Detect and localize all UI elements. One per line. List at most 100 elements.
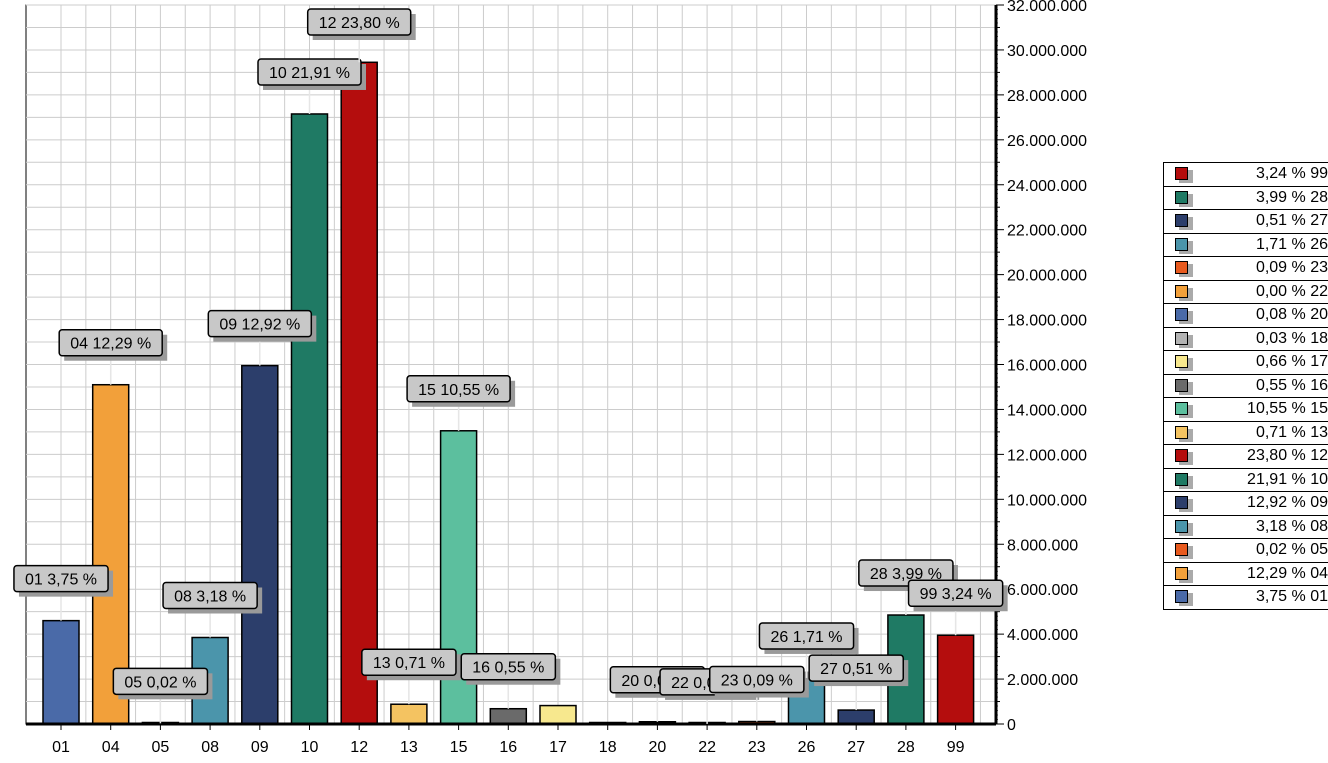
data-label-text: 28 3,99 % bbox=[870, 566, 942, 583]
data-label-box bbox=[361, 648, 457, 676]
legend-swatch bbox=[1175, 308, 1188, 321]
legend-swatch bbox=[1175, 472, 1188, 486]
legend-entry: 12,29 % 04 bbox=[1164, 563, 1328, 586]
data-label-13: 13 0,71 % bbox=[361, 648, 461, 705]
legend-entry: 21,91 % 10 bbox=[1164, 469, 1328, 492]
bar-99 bbox=[936, 634, 975, 725]
bar-10 bbox=[290, 113, 329, 725]
bar-16 bbox=[489, 707, 528, 725]
data-label-09: 09 12,92 % bbox=[207, 309, 317, 366]
data-label-99: 99 3,24 % bbox=[907, 579, 1008, 636]
legend-label: 0,08 % 20 bbox=[1255, 306, 1328, 323]
bar-chart: 0 2.000.000 4.000.000 6.000.000 8.000.000 10.… bbox=[13, 0, 1087, 756]
legend-entry: 0,09 % 23 bbox=[1164, 257, 1328, 281]
legend-label: 0,66 % 17 bbox=[1255, 353, 1328, 370]
bar-09 bbox=[241, 364, 279, 725]
legend-entry: 0,03 % 18 bbox=[1164, 328, 1328, 351]
y-tick-label: 0 bbox=[1007, 717, 1016, 734]
data-label-23: 23 0,09 % bbox=[709, 665, 809, 722]
x-tick-label: 22 bbox=[698, 739, 716, 756]
y-tick-label: 26.000.000 bbox=[1007, 133, 1087, 150]
legend-label: 3,75 % 01 bbox=[1255, 588, 1328, 605]
data-label-text: 13 0,71 % bbox=[373, 655, 445, 672]
x-tick-label: 09 bbox=[251, 739, 269, 756]
legend-entry: 0,51 % 27 bbox=[1164, 210, 1328, 234]
data-label-26: 26 1,71 % bbox=[758, 622, 859, 678]
data-label-27: 27 0,51 % bbox=[808, 654, 909, 711]
bar-12 bbox=[340, 61, 378, 725]
legend-entry: 3,75 % 01 bbox=[1164, 586, 1328, 609]
y-tick-label: 28.000.000 bbox=[1007, 88, 1087, 105]
y-tick-label: 24.000.000 bbox=[1007, 178, 1087, 195]
legend-label: 0,55 % 16 bbox=[1255, 376, 1328, 394]
data-label-12: 12 23,80 % bbox=[306, 8, 416, 63]
x-tick-label: 26 bbox=[798, 739, 816, 756]
data-label-text: 04 12,29 % bbox=[70, 336, 151, 353]
data-label-text: 08 3,18 % bbox=[174, 588, 246, 605]
data-label-box bbox=[306, 8, 412, 36]
legend-swatch bbox=[1175, 496, 1188, 509]
legend-entry: 0,08 % 20 bbox=[1164, 304, 1328, 328]
data-label-text: 05 0,02 % bbox=[124, 674, 196, 691]
data-label-box bbox=[907, 579, 1004, 607]
x-tick-label: 18 bbox=[599, 739, 617, 756]
legend-swatch bbox=[1175, 331, 1188, 345]
legend-label: 12,29 % 04 bbox=[1247, 564, 1328, 582]
legend-label: 3,99 % 28 bbox=[1255, 188, 1328, 206]
legend-swatch bbox=[1175, 378, 1188, 392]
legend-label: 1,71 % 26 bbox=[1255, 235, 1328, 253]
legend-swatch bbox=[1175, 590, 1188, 603]
x-tick-label: 08 bbox=[201, 739, 219, 756]
legend-entry: 0,55 % 16 bbox=[1164, 375, 1328, 398]
x-tick-label: 17 bbox=[549, 739, 567, 756]
legend-label: 3,24 % 99 bbox=[1255, 165, 1328, 182]
legend-swatch bbox=[1175, 237, 1188, 251]
legend-label: 3,18 % 08 bbox=[1255, 517, 1328, 535]
legend-swatch bbox=[1175, 190, 1188, 204]
legend-label: 12,92 % 09 bbox=[1247, 494, 1328, 511]
data-label-05: 05 0,02 % bbox=[112, 667, 213, 724]
legend-label: 0,03 % 18 bbox=[1255, 329, 1328, 347]
legend-entry: 0,02 % 05 bbox=[1164, 539, 1328, 563]
y-tick-label: 22.000.000 bbox=[1007, 223, 1087, 240]
legend-label: 0,00 % 22 bbox=[1255, 282, 1328, 300]
legend-swatch bbox=[1175, 284, 1188, 298]
data-label-10: 10 21,91 % bbox=[257, 58, 366, 114]
legend-swatch bbox=[1175, 214, 1188, 227]
x-tick-label: 99 bbox=[947, 739, 965, 756]
y-tick-label: 16.000.000 bbox=[1007, 358, 1087, 375]
y-tick-label: 30.000.000 bbox=[1007, 43, 1087, 60]
legend: 3,24 % 99 3,99 % 28 0,51 % 27 1,71 % 26 0,09… bbox=[1163, 162, 1328, 610]
x-tick-label: 16 bbox=[499, 739, 517, 756]
legend-label: 0,71 % 13 bbox=[1255, 423, 1328, 441]
y-tick-label: 32.000.000 bbox=[1007, 0, 1087, 15]
bar-27 bbox=[837, 709, 875, 725]
legend-entry: 3,18 % 08 bbox=[1164, 516, 1328, 539]
data-label-box bbox=[207, 309, 313, 338]
y-tick-label: 12.000.000 bbox=[1007, 447, 1087, 464]
data-label-box bbox=[406, 375, 511, 403]
grid bbox=[25, 4, 997, 725]
legend-entry: 12,92 % 09 bbox=[1164, 492, 1328, 516]
legend-entry: 3,99 % 28 bbox=[1164, 187, 1328, 210]
legend-entry: 0,71 % 13 bbox=[1164, 422, 1328, 445]
data-label-text: 15 10,55 % bbox=[418, 382, 499, 399]
legend-entry: 0,00 % 22 bbox=[1164, 281, 1328, 304]
legend-swatch bbox=[1175, 261, 1188, 274]
data-label-text: 23 0,09 % bbox=[721, 673, 793, 690]
data-label-text: 12 23,80 % bbox=[319, 15, 400, 32]
legend-entry: 23,80 % 12 bbox=[1164, 445, 1328, 469]
legend-entry: 1,71 % 26 bbox=[1164, 234, 1328, 257]
bar-17 bbox=[539, 704, 577, 725]
y-tick-label: 10.000.000 bbox=[1007, 492, 1087, 509]
data-label-text: 27 0,51 % bbox=[820, 661, 892, 678]
x-tick-label: 01 bbox=[52, 739, 70, 756]
legend-swatch bbox=[1175, 355, 1188, 368]
legend-label: 0,09 % 23 bbox=[1255, 259, 1328, 276]
data-labels: 01 3,75 % 04 12,29 % 05 0,02 % 08 3,18 % 09 … bbox=[13, 8, 1008, 724]
x-tick-label: 04 bbox=[102, 739, 120, 756]
legend-swatch bbox=[1175, 402, 1188, 415]
legend-swatch bbox=[1175, 425, 1188, 439]
data-label-box bbox=[112, 667, 209, 696]
x-tick-label: 13 bbox=[400, 739, 418, 756]
